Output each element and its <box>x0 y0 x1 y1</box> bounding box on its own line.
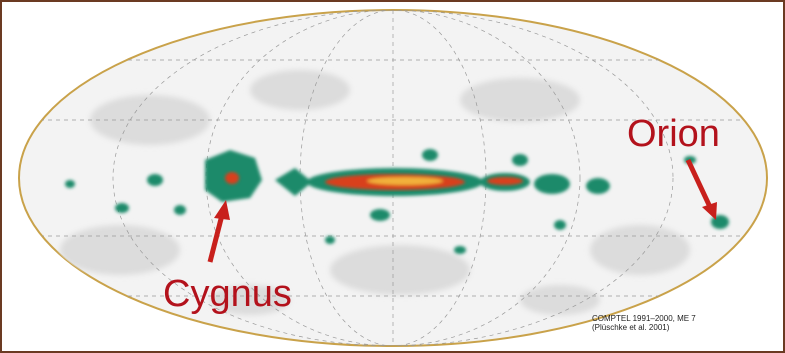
credit-line: (Plüschke et al. 2001) <box>592 323 670 332</box>
orion-label: Orion <box>627 113 720 155</box>
sky-map: Orion Cygnus COMPTEL 1991–2000, ME 7 (Pl… <box>0 0 785 353</box>
cygnus-label: Cygnus <box>163 273 292 315</box>
credit-line: COMPTEL 1991–2000, ME 7 <box>592 314 696 323</box>
